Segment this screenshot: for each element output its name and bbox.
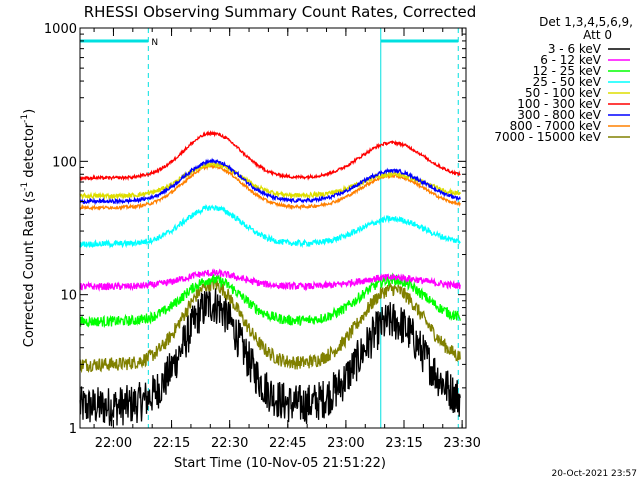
legend-header-line-1: Det 1,3,4,5,6,9,	[539, 15, 633, 29]
x-tick-label: 23:30	[443, 436, 480, 451]
series-line-7	[79, 157, 461, 206]
series-line-5	[79, 160, 461, 201]
plot-area: N	[79, 28, 461, 428]
timestamp: 20-Oct-2021 23:57	[552, 469, 637, 479]
y-tick-label: 100	[52, 155, 77, 170]
y-tick-label: 10	[60, 289, 77, 304]
x-axis-label: Start Time (10-Nov-05 21:51:22)	[174, 456, 386, 471]
series-line-4	[79, 204, 461, 249]
legend-label: 12 - 25 keV	[533, 64, 602, 78]
series-line-1	[79, 288, 461, 427]
x-tick-label: 22:00	[95, 436, 132, 451]
y-axis: 1 10 100 1000	[44, 22, 466, 437]
legend-label: 3 - 6 keV	[548, 42, 602, 56]
legend-label: 6 - 12 keV	[540, 53, 602, 67]
flag-label: N	[151, 38, 158, 48]
x-tick-label: 23:00	[327, 436, 364, 451]
y-tick-label: 1000	[44, 22, 77, 37]
y-tick-label: 1	[69, 422, 77, 437]
x-tick-label: 22:30	[211, 436, 248, 451]
x-axis: 22:00 22:15 22:30 22:45 23:00 23:15 23:30	[93, 28, 481, 451]
legend-header-line-2: Att 0	[583, 28, 612, 42]
plot-frame	[79, 27, 467, 429]
series-line-9	[79, 278, 461, 374]
legend-label: 300 - 800 keV	[517, 108, 601, 122]
y-axis-label: Corrected Count Rate (s-1 detector-1)	[20, 109, 37, 347]
x-tick-label: 22:15	[153, 436, 190, 451]
legend-label: 7000 - 15000 keV	[494, 130, 601, 144]
series-line-2	[79, 268, 461, 292]
legend-label: 100 - 300 keV	[517, 97, 601, 111]
x-tick-label: 22:45	[269, 436, 306, 451]
series-line-6	[79, 130, 461, 182]
legend-label: 25 - 50 keV	[533, 75, 602, 89]
chart-title: RHESSI Observing Summary Count Rates, Co…	[84, 3, 477, 21]
x-tick-label: 23:15	[385, 436, 422, 451]
legend-label: 50 - 100 keV	[525, 86, 602, 100]
legend-label: 800 - 7000 keV	[510, 119, 602, 133]
